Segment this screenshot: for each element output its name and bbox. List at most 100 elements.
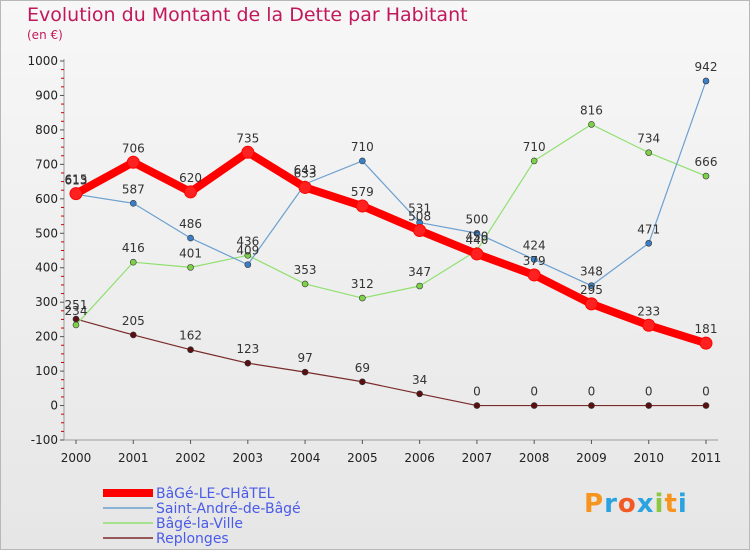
series-line-2	[75, 123, 707, 326]
data-label-3-0: 251	[65, 298, 88, 312]
data-point-2-4	[301, 280, 309, 288]
data-point-2-3	[244, 252, 252, 259]
data-point-0-4	[298, 180, 312, 194]
x-tick-label: 2001	[118, 451, 149, 465]
data-label-0-3: 735	[236, 131, 259, 145]
data-point-0-8	[527, 268, 541, 282]
data-point-2-2	[187, 264, 194, 271]
data-label-2-1: 416	[122, 241, 145, 255]
data-label-1-9: 348	[580, 265, 603, 279]
data-point-3-9	[588, 402, 595, 409]
data-point-0-2	[184, 185, 198, 199]
data-label-3-7: 0	[473, 385, 481, 399]
legend-label-0: BâGé-LE-CHâTEL	[156, 486, 275, 502]
y-tick-label: 900	[35, 88, 58, 102]
y-tick-label: 0	[50, 399, 58, 413]
data-label-0-5: 579	[351, 185, 374, 199]
data-label-2-5: 312	[351, 277, 374, 291]
data-point-3-1	[129, 331, 137, 339]
data-point-3-2	[187, 346, 194, 354]
data-label-0-10: 233	[637, 304, 660, 318]
data-label-1-4: 643	[294, 163, 317, 177]
data-label-1-11: 942	[695, 60, 718, 74]
data-label-3-4: 97	[297, 351, 312, 365]
data-point-1-11	[702, 77, 710, 85]
data-point-2-5	[359, 294, 366, 302]
data-point-2-11	[702, 172, 710, 180]
y-tick-label: 300	[35, 295, 58, 309]
x-tick-label: 2007	[462, 451, 493, 465]
data-label-2-10: 734	[637, 132, 660, 146]
data-point-0-0	[69, 187, 83, 201]
y-tick-label: 100	[35, 364, 58, 378]
data-label-2-9: 816	[580, 103, 603, 117]
logo-letter: x	[636, 489, 655, 519]
data-point-0-9	[584, 297, 598, 311]
data-label-1-2: 486	[179, 217, 202, 231]
data-point-2-0	[72, 321, 80, 329]
y-tick-label: -100	[31, 433, 58, 447]
data-label-3-3: 123	[236, 342, 259, 356]
x-tick-label: 2011	[691, 451, 722, 465]
data-point-0-3	[241, 145, 255, 159]
x-tick-label: 2004	[290, 451, 321, 465]
series-line-0	[74, 148, 708, 348]
data-label-1-10: 471	[637, 222, 660, 236]
data-point-2-8	[530, 157, 538, 165]
data-label-2-3: 436	[236, 234, 259, 248]
series-line-1	[75, 80, 707, 287]
data-label-0-9: 295	[580, 283, 603, 297]
data-label-0-2: 620	[179, 171, 202, 185]
data-label-2-11: 666	[695, 155, 718, 169]
data-point-1-9	[588, 282, 595, 289]
data-point-3-7	[473, 402, 481, 409]
data-label-0-6: 508	[408, 210, 431, 224]
y-tick-label: 1000	[27, 54, 58, 68]
data-point-1-3	[244, 261, 252, 268]
data-label-2-7: 450	[465, 230, 488, 244]
logo-letter: i	[677, 489, 688, 519]
data-point-0-6	[413, 224, 427, 238]
data-point-3-4	[301, 368, 309, 376]
legend-label-2: Bâgé-la-Ville	[156, 516, 243, 532]
proxiti-logo: Proxiti	[584, 489, 688, 519]
data-label-1-1: 587	[122, 182, 145, 196]
data-label-2-8: 710	[523, 140, 546, 154]
y-tick-label: 700	[35, 157, 58, 171]
data-point-2-1	[129, 258, 137, 266]
data-point-0-10	[642, 318, 656, 332]
series-line-3	[75, 318, 706, 407]
data-point-3-3	[244, 359, 252, 367]
data-label-0-1: 706	[122, 141, 145, 155]
y-tick-label: 200	[35, 330, 58, 344]
data-label-3-2: 162	[179, 329, 202, 343]
data-label-1-0: 613	[65, 173, 88, 187]
data-label-1-6: 531	[408, 202, 431, 216]
data-point-1-8	[530, 256, 538, 263]
data-label-0-4: 633	[294, 166, 317, 180]
data-point-0-1	[126, 155, 140, 169]
logo-letter: r	[604, 489, 618, 519]
x-tick-label: 2009	[576, 451, 607, 465]
data-point-3-11	[702, 402, 710, 409]
x-tick-label: 2005	[347, 451, 378, 465]
data-point-2-10	[645, 149, 653, 156]
data-label-2-2: 401	[179, 246, 202, 260]
data-label-3-11: 0	[702, 385, 710, 399]
data-point-3-5	[359, 378, 366, 386]
data-label-1-5: 710	[351, 140, 374, 154]
data-label-1-8: 424	[523, 238, 546, 252]
data-label-3-5: 69	[355, 361, 370, 375]
data-label-3-1: 205	[122, 314, 145, 328]
data-point-2-6	[416, 282, 423, 290]
chart-title: Evolution du Montant de la Dette par Hab…	[27, 4, 468, 26]
data-point-1-2	[187, 234, 194, 242]
data-label-3-8: 0	[530, 385, 538, 399]
x-tick-label: 2000	[61, 451, 92, 465]
x-tick-label: 2008	[519, 451, 550, 465]
x-tick-label: 2006	[404, 451, 435, 465]
x-tick-label: 2010	[633, 451, 664, 465]
x-tick-label: 2003	[233, 451, 264, 465]
y-tick-label: 400	[35, 261, 58, 275]
